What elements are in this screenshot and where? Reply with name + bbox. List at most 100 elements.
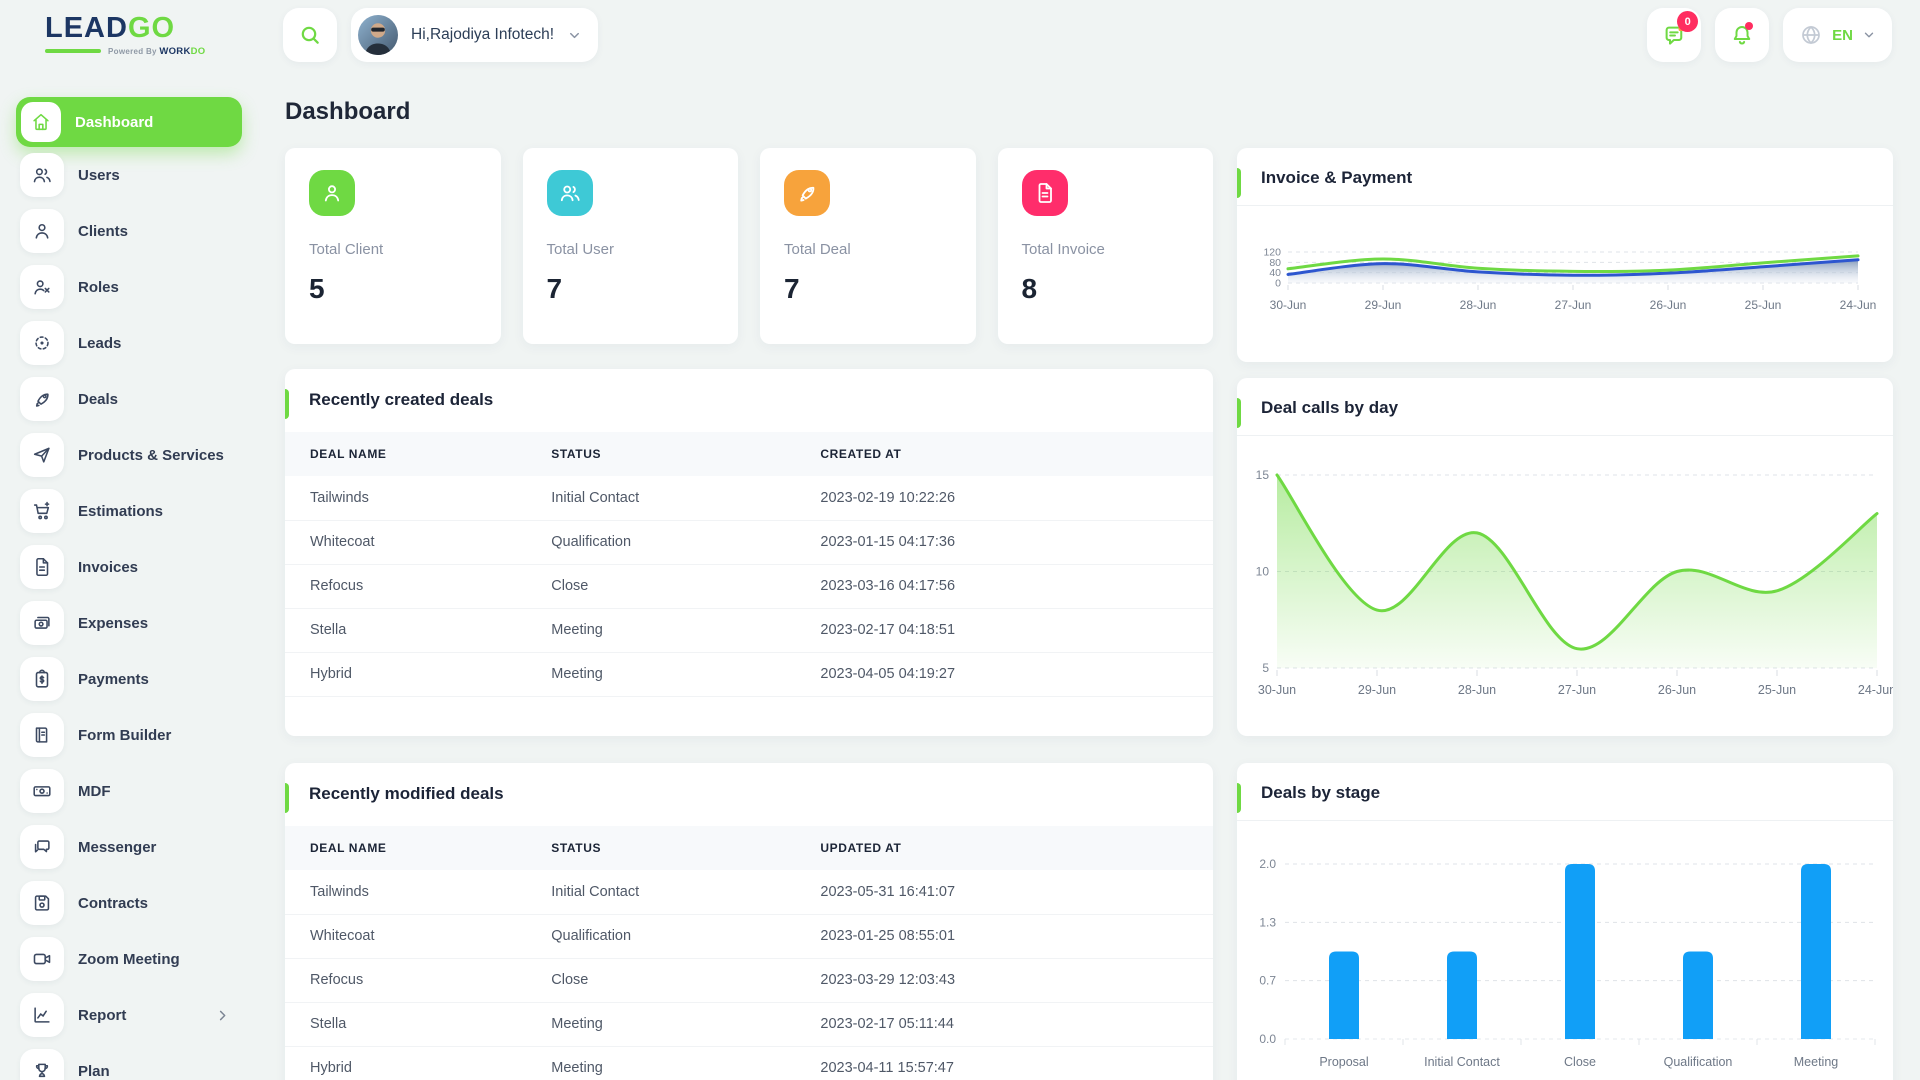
messages-button[interactable]: 0 (1647, 8, 1702, 62)
axis-label: 1.3 (1259, 915, 1276, 929)
sidebar-item-dashboard[interactable]: Dashboard (16, 97, 242, 147)
stat-label: Total User (546, 241, 615, 258)
sidebar-item-mdf[interactable]: MDF (16, 769, 242, 813)
axis-label: 27-Jun (1558, 683, 1596, 697)
axis-label: 28-Jun (1460, 298, 1497, 312)
sidebar-item-label: Products & Services (78, 446, 224, 464)
sidebar-item-label: Payments (78, 670, 149, 688)
status-cell: Qualification (526, 520, 796, 565)
column-header: STATUS (526, 432, 796, 476)
stat-value: 5 (309, 273, 325, 304)
axis-label: Close (1564, 1055, 1596, 1069)
card-title: Recently modified deals (309, 784, 504, 803)
bar-proposal (1329, 951, 1359, 1039)
sidebar-item-expenses[interactable]: Expenses (16, 601, 242, 645)
card-title: Invoice & Payment (1261, 168, 1413, 187)
sidebar-item-invoices[interactable]: Invoices (16, 545, 242, 589)
sidebar-item-roles[interactable]: Roles (16, 265, 242, 309)
client-icon (309, 170, 355, 216)
sidebar-item-deals[interactable]: Deals (16, 377, 242, 421)
search-button[interactable] (283, 8, 337, 62)
card-accent (1237, 783, 1241, 813)
sidebar-item-plan[interactable]: Plan (16, 1049, 242, 1080)
sidebar-item-payments[interactable]: Payments (16, 657, 242, 701)
sidebar-item-estimations[interactable]: Estimations (16, 489, 242, 533)
language-selector[interactable]: EN (1783, 8, 1892, 62)
app-logo[interactable]: LEADGO Powered By WORKDO (0, 11, 250, 57)
invoice-series-line (1286, 254, 1860, 273)
home-icon (21, 102, 61, 142)
sidebar-item-users[interactable]: Users (16, 153, 242, 197)
top-bar: LEADGO Powered By WORKDO Hi,Rajodiya Inf… (0, 0, 1920, 70)
user-menu[interactable]: Hi,Rajodiya Infotech! (351, 8, 599, 62)
stat-card-total-deal: Total Deal 7 (760, 148, 976, 344)
axis-label: 120 (1263, 247, 1281, 259)
status-cell: Meeting (526, 1002, 796, 1047)
sidebar-item-label: Users (78, 166, 120, 184)
stat-label: Total Invoice (1021, 241, 1105, 258)
client-icon (20, 209, 64, 253)
axis-label: 0.7 (1259, 974, 1276, 988)
payment-series-area (1288, 259, 1858, 283)
stat-value: 7 (546, 273, 563, 304)
bar-qualification (1683, 951, 1713, 1039)
axis-label: 5 (1262, 661, 1269, 675)
column-header: DEAL NAME (285, 432, 527, 476)
axis-label: 24-Jun (1840, 298, 1877, 312)
sidebar-item-label: Estimations (78, 502, 164, 520)
axis-label: 29-Jun (1365, 298, 1402, 312)
logo-underline (45, 49, 101, 53)
status-cell: Close (526, 564, 796, 609)
sidebar-item-contracts[interactable]: Contracts (16, 881, 242, 925)
sidebar-item-report[interactable]: Report (16, 993, 242, 1037)
table-row: Refocus Close 2023-03-29 12:03:43 (285, 958, 1213, 1003)
notification-dot (1745, 22, 1754, 30)
globe-icon (1799, 23, 1823, 47)
stat-card-total-invoice: Total Invoice 8 (997, 148, 1213, 344)
card-accent (1237, 168, 1241, 198)
axis-label: 25-Jun (1745, 298, 1782, 312)
deal-name-cell: Hybrid (285, 652, 527, 697)
axis-label: 24-Jun (1858, 683, 1893, 697)
bar-initial-contact (1447, 951, 1477, 1039)
axis-label: 28-Jun (1458, 683, 1496, 697)
axis-label: Proposal (1319, 1055, 1368, 1069)
sidebar-item-label: Invoices (78, 558, 139, 576)
card-accent (285, 783, 289, 813)
sidebar-item-label: Zoom Meeting (78, 950, 180, 968)
sidebar-item-label: Clients (78, 222, 129, 240)
stat-card-total-client: Total Client 5 (285, 148, 501, 344)
stat-label: Total Deal (784, 241, 851, 258)
sidebar-item-zoom-meeting[interactable]: Zoom Meeting (16, 937, 242, 981)
contract-icon (20, 881, 64, 925)
form-icon (20, 713, 64, 757)
user-avatar (358, 15, 398, 55)
sidebar-item-label: Leads (78, 334, 122, 352)
stat-value: 8 (1021, 273, 1038, 304)
recently-created-deals-card: Recently created deals DEAL NAME STATUS CR… (285, 369, 1213, 736)
bar-meeting (1801, 864, 1831, 1039)
sidebar-item-clients[interactable]: Clients (16, 209, 242, 253)
logo-text: LEADGO (45, 11, 176, 44)
card-title: Deal calls by day (1261, 398, 1399, 417)
user-greeting: Hi,Rajodiya Infotech! (411, 26, 555, 43)
sidebar-item-messenger[interactable]: Messenger (16, 825, 242, 869)
video-icon (20, 937, 64, 981)
stat-label: Total Client (309, 241, 384, 258)
date-cell: 2023-01-15 04:17:36 (795, 520, 1213, 565)
sidebar-item-leads[interactable]: Leads (16, 321, 242, 365)
notifications-button[interactable] (1715, 8, 1770, 62)
stat-value: 7 (784, 273, 800, 304)
sidebar-item-products-services[interactable]: Products & Services (16, 433, 242, 477)
language-code: EN (1832, 26, 1853, 44)
status-cell: Meeting (526, 652, 796, 697)
search-icon (298, 23, 322, 47)
sidebar-item-form-builder[interactable]: Form Builder (16, 713, 242, 757)
axis-label: 29-Jun (1358, 683, 1396, 697)
axis-label: 80 (1269, 257, 1281, 269)
column-header: UPDATED AT (795, 826, 1213, 870)
column-header: CREATED AT (795, 432, 1213, 476)
axis-label: 40 (1269, 267, 1281, 279)
date-cell: 2023-02-19 10:22:26 (795, 476, 1213, 521)
